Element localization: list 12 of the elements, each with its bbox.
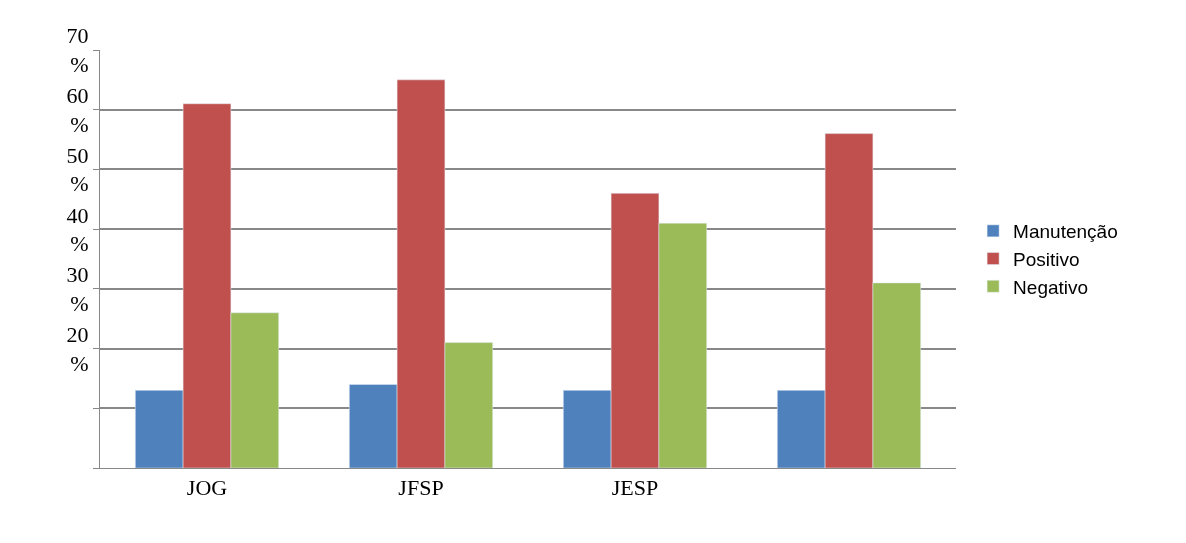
legend-label: Positivo bbox=[1013, 248, 1080, 270]
y-tick-label: 30 % bbox=[66, 262, 89, 316]
y-tick-label: 60 % bbox=[66, 83, 89, 137]
y-tick-label: 70 % bbox=[66, 23, 89, 77]
y-tick-label: 50 % bbox=[66, 142, 89, 197]
legend-label: Negativo bbox=[1013, 276, 1089, 298]
y-tick-label: 20 % bbox=[66, 321, 89, 376]
legend-label: Manutenção bbox=[1013, 221, 1118, 243]
x-tick-label: JFSP bbox=[398, 475, 444, 501]
y-tick-label: 40 % bbox=[66, 202, 89, 257]
x-tick-label: JESP bbox=[611, 475, 659, 501]
x-tick-label: JOG bbox=[186, 475, 228, 501]
